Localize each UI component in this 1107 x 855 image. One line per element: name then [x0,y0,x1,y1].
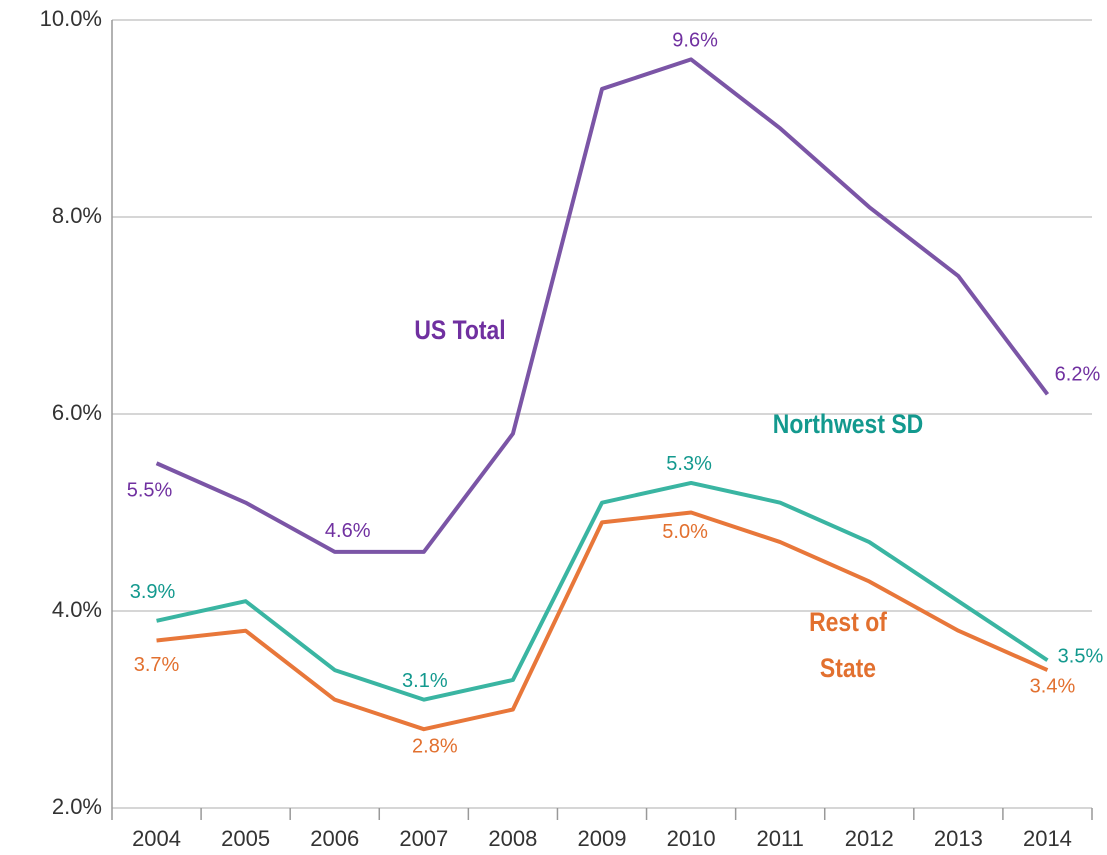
data-label: 3.1% [402,670,448,692]
data-label: 2.8% [412,735,458,757]
series-line [156,510,1049,732]
y-tick-label: 4.0% [52,597,102,622]
data-label: 5.5% [127,480,173,502]
data-label: 3.9% [130,581,176,603]
y-tick-label: 8.0% [52,203,102,228]
x-tick-label: 2009 [578,826,627,851]
x-tick-label: 2014 [1023,826,1072,851]
series-label: Northwest SD [772,409,924,439]
x-tick-label: 2011 [757,826,804,851]
data-label: 3.4% [1030,675,1076,697]
series-label: US Total [414,315,506,345]
data-label: 3.7% [134,654,180,676]
x-tick-label: 2013 [934,826,983,851]
x-tick-label: 2005 [221,826,270,851]
data-label: 3.5% [1058,646,1104,668]
y-tick-label: 6.0% [52,400,102,425]
x-tick-label: 2010 [667,826,716,851]
x-tick-label: 2008 [488,826,537,851]
data-label: 6.2% [1055,364,1101,386]
data-label: 5.0% [662,521,708,543]
y-tick-label: 2.0% [52,794,102,819]
data-label: 9.6% [672,30,718,52]
series-label: Rest of State [809,607,887,683]
data-label: 5.3% [666,453,712,475]
x-tick-label: 2012 [845,826,894,851]
x-tick-label: 2004 [132,826,181,851]
y-tick-label: 10.0% [40,6,102,31]
series-line [156,480,1049,702]
data-label: 4.6% [325,520,371,542]
series-line [155,57,1050,554]
x-tick-label: 2006 [310,826,359,851]
x-tick-label: 2007 [399,826,448,851]
